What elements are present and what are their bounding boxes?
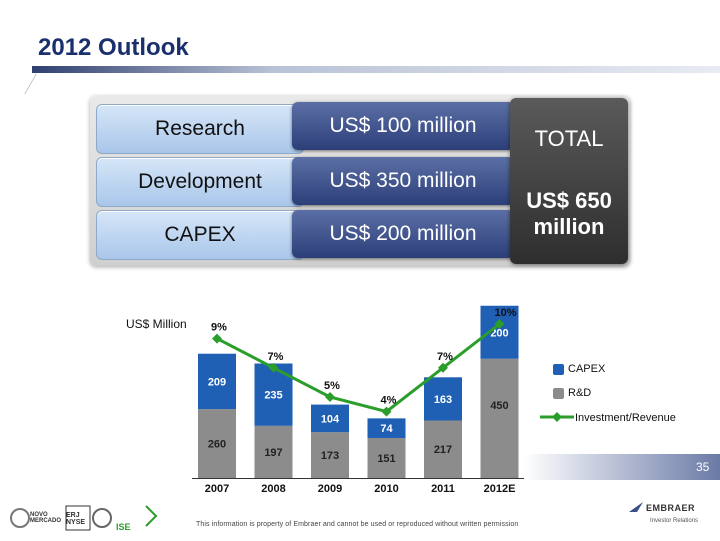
- bar-label-capex-2008: 235: [264, 390, 282, 402]
- brand-name: EMBRAER: [646, 503, 696, 513]
- bar-capex-2007: [198, 353, 236, 410]
- line-label-2010: 4%: [381, 395, 397, 407]
- row-label-development: Development: [96, 157, 304, 207]
- line-point-2012E: [494, 319, 505, 329]
- bar-rd-2010: [367, 437, 406, 478]
- legend-label-capex: CAPEX: [568, 363, 606, 375]
- line-label-2012E: 10%: [494, 307, 516, 319]
- line-point-2007: [212, 333, 222, 344]
- row-value-development: US$ 350 million: [292, 157, 514, 205]
- total-box: [510, 98, 628, 264]
- row-value-research: US$ 100 million: [292, 102, 514, 150]
- line-point-2011: [438, 362, 448, 373]
- bar-label-capex-2009: 104: [321, 413, 340, 425]
- page-number-bar: [524, 454, 720, 480]
- bar-label-capex-2010: 74: [380, 423, 393, 435]
- bar-rd-2009: [311, 432, 349, 478]
- line-label-2008: 7%: [268, 351, 284, 363]
- embraer-logo-icon: [629, 502, 643, 512]
- x-tick-2011: 2011: [431, 483, 455, 495]
- x-tick-2009: 2009: [318, 483, 342, 495]
- x-tick-2012E: 2012E: [484, 483, 516, 495]
- x-tick-2007: 2007: [205, 483, 229, 495]
- bar-rd-2007: [198, 409, 236, 478]
- logo-novo-mercado: NOVO MERCADO: [30, 512, 61, 524]
- bar-label-rd-2008: 197: [264, 447, 282, 459]
- row-value-capex: US$ 200 million: [292, 210, 514, 258]
- legend-swatch-rd: [553, 388, 564, 399]
- listing-logos: NOVO MERCADO ERJ NYSE ISE: [6, 500, 186, 541]
- page-number: 35: [696, 460, 710, 474]
- logo-erj-nyse: ERJ NYSE: [66, 512, 86, 526]
- chart-unit-label: US$ Million: [126, 317, 187, 331]
- row-label-research: Research: [96, 104, 304, 154]
- title-rule: [32, 66, 720, 73]
- bar-capex-2010: [367, 418, 406, 438]
- bar-capex-2009: [311, 404, 349, 433]
- bar-rd-2011: [424, 420, 462, 478]
- total-value: US$ 650 million: [526, 188, 612, 239]
- logo-ise: ISE: [116, 522, 131, 532]
- line-point-2008: [268, 362, 279, 373]
- bar-capex-2011: [424, 377, 462, 421]
- bar-label-rd-2010: 151: [377, 453, 395, 465]
- row-label-capex: CAPEX: [96, 210, 304, 260]
- bar-label-rd-2007: 260: [208, 439, 226, 451]
- total-label: TOTAL: [534, 126, 604, 151]
- bar-label-rd-2009: 173: [321, 450, 339, 462]
- slide-title: 2012 Outlook: [38, 34, 189, 61]
- bar-rd-2012E: [480, 358, 519, 478]
- line-investment-revenue: [216, 322, 501, 414]
- legend-label-line: Investment/Revenue: [575, 412, 676, 424]
- bar-label-rd-2012E: 450: [490, 400, 508, 412]
- line-label-2011: 7%: [437, 351, 453, 363]
- brand-subtitle: Investor Relations: [650, 518, 699, 524]
- legend-swatch-capex: [553, 364, 564, 375]
- legend-label-rd: R&D: [568, 387, 592, 399]
- legend-swatch-line: [540, 412, 574, 422]
- bar-label-capex-2011: 163: [434, 394, 452, 406]
- x-tick-2010: 2010: [374, 483, 398, 495]
- line-label-2007: 9%: [211, 322, 227, 334]
- line-point-2010: [381, 406, 392, 417]
- bar-label-capex-2012E: 200: [490, 327, 508, 339]
- listing-logos-icon: [10, 505, 158, 531]
- bar-rd-2008: [254, 425, 293, 478]
- footer-disclaimer: This information is property of Embraer …: [196, 521, 519, 528]
- line-label-2009: 5%: [324, 380, 340, 392]
- bar-label-rd-2011: 217: [434, 444, 452, 456]
- bar-label-capex-2007: 209: [208, 376, 226, 388]
- line-point-2009: [325, 392, 335, 402]
- x-tick-2008: 2008: [261, 483, 285, 495]
